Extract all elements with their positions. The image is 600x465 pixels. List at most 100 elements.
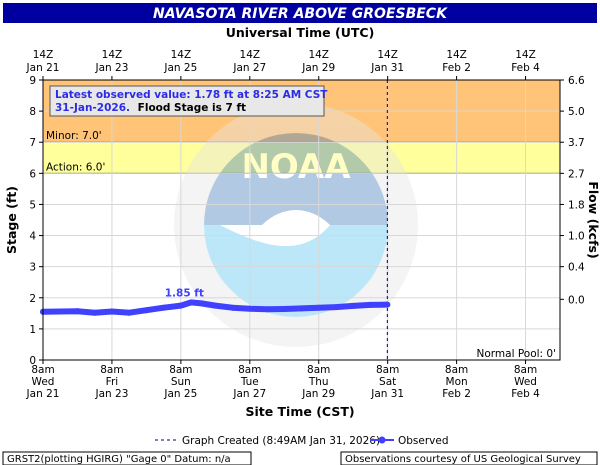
bottom-tick-label-day: Thu [308,376,329,388]
bottom-tick-label-day: Sun [171,376,191,388]
footer-left-box [2,451,252,465]
right-axis-ticks: 0.0 0.4 1.0 1.8 2.7 3.7 5.0 6.6 [560,75,585,306]
left-tick-label: 6 [29,168,36,180]
right-axis-title: Flow (kcfs) [586,181,600,258]
bottom-tick-label-time: 8am [169,364,192,376]
info-box-line2: 31-Jan-2026. Flood Stage is 7 ft [55,102,246,114]
series-point [367,301,374,308]
legend-observed-marker [378,436,386,444]
bottom-tick-label-date: Jan 27 [232,388,266,400]
annotations: 1.85 ft [165,287,204,299]
left-tick-label: 1 [29,324,36,336]
top-tick-label-date: Jan 23 [94,62,128,74]
right-tick-label: 1.8 [568,199,585,211]
band-label-action: Action: 6.0' [46,161,105,173]
bottom-tick-label-date: Jan 23 [94,388,128,400]
legend-created-label: Graph Created (8:49AM Jan 31, 2026) [182,435,380,447]
y-axis-title: Stage (ft) [4,186,19,254]
series-point [108,308,115,315]
normal-pool-label: Normal Pool: 0' [477,348,557,360]
top-tick-label-time: 14Z [377,49,398,61]
info-box-date: 31-Jan-2026. [55,102,130,114]
top-tick-label-date: Jan 29 [301,62,335,74]
top-tick-label-date: Jan 31 [370,62,404,74]
series-group [40,299,391,316]
bottom-tick-label-time: 8am [376,364,399,376]
bottom-tick-label-time: 8am [445,364,468,376]
bottom-tick-label-time: 8am [100,364,123,376]
left-tick-label: 7 [29,137,36,149]
series-point [384,301,391,308]
series-point [332,304,339,311]
left-axis-ticks: 0 1 2 3 4 5 6 7 8 9 [29,75,43,367]
top-tick-label-time: 14Z [171,49,192,61]
info-box-line1: Latest observed value: 1.78 ft at 8:25 A… [55,89,328,101]
series-point [177,302,184,309]
series-point [91,309,98,316]
series-point [160,304,167,311]
top-tick-label-time: 14Z [102,49,123,61]
bottom-tick-label-date: Jan 31 [370,388,404,400]
legend-observed-label: Observed [398,435,449,447]
series-point [143,307,150,314]
bottom-tick-label-date: Feb 4 [511,388,540,400]
bottom-tick-label-day: Sat [379,376,396,388]
series-point [246,305,253,312]
top-tick-label-time: 14Z [446,49,467,61]
series-point [57,308,64,315]
bottom-tick-label-day: Tue [240,376,259,388]
right-tick-label: 6.6 [568,75,585,87]
left-tick-label: 0 [29,355,36,367]
left-tick-label: 2 [29,293,36,305]
bottom-tick-label-time: 8am [514,364,537,376]
series-point [229,304,236,311]
series-point [315,304,322,311]
top-tick-label-time: 14Z [33,49,54,61]
title-bar [3,3,597,23]
top-axis-title: Universal Time (UTC) [226,25,375,40]
top-tick-label-date: Jan 27 [232,62,266,74]
left-tick-label: 9 [29,75,36,87]
info-box-flood-stage: Flood Stage is 7 ft [138,102,246,114]
top-tick-label-time: 14Z [515,49,536,61]
top-tick-label-date: Jan 25 [163,62,197,74]
footer-right-box [340,451,598,465]
bottom-tick-label-date: Jan 25 [163,388,197,400]
series-point [298,305,305,312]
bottom-axis-title: Site Time (CST) [245,404,354,419]
bottom-tick-label-time: 8am [238,364,261,376]
watermark-outer-ring [174,103,418,347]
series-point [126,309,133,316]
series-observed-line [40,299,391,316]
right-tick-label: 0.4 [568,262,585,274]
right-tick-label: 3.7 [568,137,585,149]
left-tick-label: 3 [29,262,36,274]
band-label-minor: Minor: 7.0' [46,130,102,142]
bottom-tick-label-date: Jan 21 [26,388,60,400]
plot-border [42,79,561,361]
footer: GRST2(plotting HGIRG) "Gage 0" Datum: n/… [2,451,598,465]
legend: Graph Created (8:49AM Jan 31, 2026) Obse… [155,435,449,447]
bottom-tick-label-day: Wed [32,376,55,388]
band-labels: Minor: 7.0' Action: 6.0' [46,130,105,173]
series-point [74,308,81,315]
series-point [264,306,271,313]
right-tick-label: 1.0 [568,231,585,243]
top-tick-label-date: Feb 4 [511,62,540,74]
series-point [281,305,288,312]
bottom-tick-label-time: 8am [307,364,330,376]
bottom-tick-label-day: Fri [106,376,119,388]
footer-left-text: GRST2(plotting HGIRG) "Gage 0" Datum: n/… [7,454,231,465]
right-tick-label: 0.0 [568,294,585,306]
left-tick-label: 5 [29,199,36,211]
bottom-tick-label-date: Jan 29 [301,388,335,400]
right-tick-label: 2.7 [568,168,585,180]
top-tick-label-time: 14Z [240,49,261,61]
watermark-noaa-text: NOAA [241,147,351,187]
peak-annotation: 1.85 ft [165,287,204,299]
band-action [43,142,560,174]
bottom-tick-label-day: Wed [514,376,537,388]
